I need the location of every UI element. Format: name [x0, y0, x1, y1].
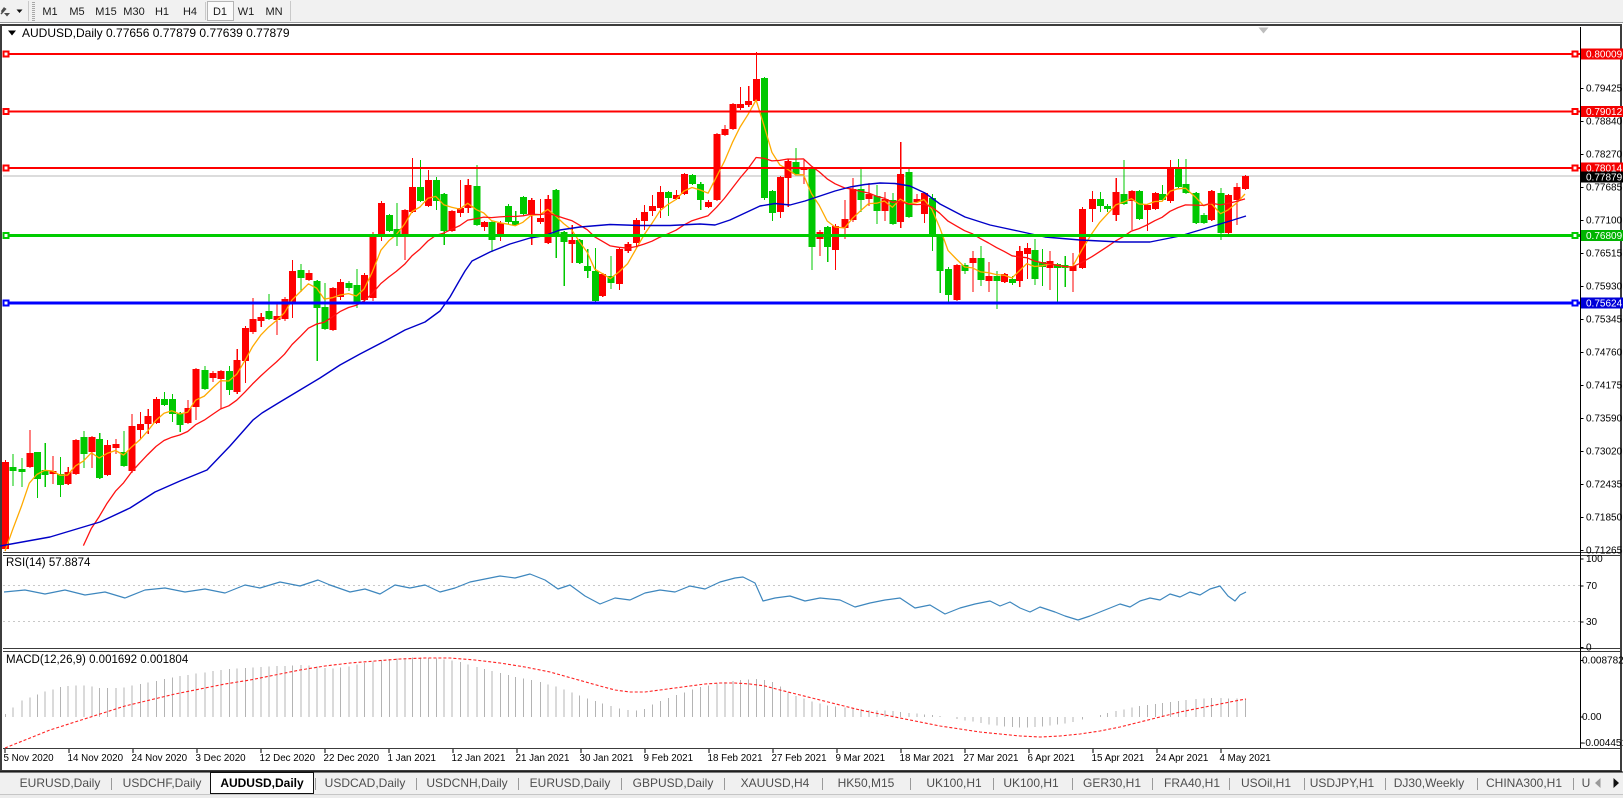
svg-text:D1: D1 [213, 6, 227, 18]
svg-text:0.75624: 0.75624 [1586, 299, 1623, 310]
svg-text:0.78014: 0.78014 [1586, 164, 1623, 175]
svg-text:USDCNH,Daily: USDCNH,Daily [426, 776, 507, 790]
svg-text:GER30,H1: GER30,H1 [1083, 776, 1141, 790]
svg-text:M1: M1 [42, 6, 57, 18]
svg-text:24 Nov 2020: 24 Nov 2020 [132, 753, 188, 764]
svg-text:AUDUSD,Daily: AUDUSD,Daily [220, 776, 304, 790]
svg-text:USDJPY,H1: USDJPY,H1 [1310, 776, 1375, 790]
svg-text:4 May 2021: 4 May 2021 [1220, 753, 1271, 764]
svg-text:EURUSD,Daily: EURUSD,Daily [530, 776, 611, 790]
svg-text:M30: M30 [123, 6, 144, 18]
svg-text:21 Jan 2021: 21 Jan 2021 [516, 753, 570, 764]
svg-text:27 Feb 2021: 27 Feb 2021 [772, 753, 827, 764]
svg-text:-0.004451: -0.004451 [1582, 738, 1623, 749]
svg-text:MACD(12,26,9) 0.001692 0.00180: MACD(12,26,9) 0.001692 0.001804 [6, 654, 189, 666]
svg-text:0.77685: 0.77685 [1586, 183, 1623, 194]
svg-text:M15: M15 [95, 6, 116, 18]
svg-text:14 Nov 2020: 14 Nov 2020 [68, 753, 124, 764]
svg-text:RSI(14) 57.8874: RSI(14) 57.8874 [6, 557, 91, 569]
svg-text:H1: H1 [155, 6, 169, 18]
svg-text:0.71850: 0.71850 [1586, 513, 1623, 524]
svg-text:0.79012: 0.79012 [1586, 107, 1623, 118]
svg-text:0: 0 [1586, 643, 1592, 654]
svg-text:HK50,M15: HK50,M15 [838, 776, 895, 790]
svg-text:9 Mar 2021: 9 Mar 2021 [836, 753, 886, 764]
svg-text:22 Dec 2020: 22 Dec 2020 [324, 753, 380, 764]
svg-text:0.78840: 0.78840 [1586, 117, 1623, 128]
svg-text:24 Apr 2021: 24 Apr 2021 [1156, 753, 1209, 764]
svg-text:XAUUSD,H4: XAUUSD,H4 [741, 776, 810, 790]
svg-text:DJ30,Weekly: DJ30,Weekly [1394, 776, 1464, 790]
svg-text:UK100,H1: UK100,H1 [1003, 776, 1059, 790]
svg-text:0.75345: 0.75345 [1586, 315, 1623, 326]
svg-text:W1: W1 [238, 6, 255, 18]
svg-text:70: 70 [1586, 581, 1598, 592]
svg-text:15 Apr 2021: 15 Apr 2021 [1092, 753, 1145, 764]
svg-text:5 Nov 2020: 5 Nov 2020 [4, 753, 55, 764]
svg-text:U: U [1582, 776, 1591, 790]
svg-text:0.71265: 0.71265 [1586, 546, 1623, 557]
svg-text:USDCAD,Daily: USDCAD,Daily [325, 776, 406, 790]
svg-text:AUDUSD,Daily 0.77656 0.77879: AUDUSD,Daily 0.77656 0.77879 0.77639 0.7… [22, 26, 290, 40]
svg-text:9 Feb 2021: 9 Feb 2021 [644, 753, 694, 764]
svg-text:0.74760: 0.74760 [1586, 348, 1623, 359]
svg-text:MN: MN [265, 6, 282, 18]
svg-text:USDCHF,Daily: USDCHF,Daily [123, 776, 202, 790]
svg-text:30 Jan 2021: 30 Jan 2021 [580, 753, 634, 764]
svg-text:18 Feb 2021: 18 Feb 2021 [708, 753, 763, 764]
svg-text:0.76515: 0.76515 [1586, 249, 1623, 260]
svg-text:12 Dec 2020: 12 Dec 2020 [260, 753, 316, 764]
svg-text:0.78270: 0.78270 [1586, 150, 1623, 161]
svg-text:0.73020: 0.73020 [1586, 447, 1623, 458]
svg-text:27 Mar 2021: 27 Mar 2021 [964, 753, 1019, 764]
svg-text:FRA40,H1: FRA40,H1 [1164, 776, 1220, 790]
svg-text:H4: H4 [183, 6, 197, 18]
svg-text:CHINA300,H1: CHINA300,H1 [1486, 776, 1562, 790]
svg-text:0.80009: 0.80009 [1586, 50, 1623, 61]
svg-text:0.76809: 0.76809 [1586, 231, 1623, 242]
svg-text:0.74175: 0.74175 [1586, 381, 1623, 392]
svg-text:18 Mar 2021: 18 Mar 2021 [900, 753, 955, 764]
svg-text:12 Jan 2021: 12 Jan 2021 [452, 753, 506, 764]
svg-text:0.72435: 0.72435 [1586, 480, 1623, 491]
svg-text:0.77100: 0.77100 [1586, 216, 1623, 227]
svg-text:0.00: 0.00 [1582, 712, 1602, 723]
svg-text:100: 100 [1586, 554, 1603, 565]
svg-text:0.79425: 0.79425 [1586, 84, 1623, 95]
svg-text:M5: M5 [69, 6, 84, 18]
svg-text:1 Jan 2021: 1 Jan 2021 [388, 753, 436, 764]
svg-text:0.73590: 0.73590 [1586, 414, 1623, 425]
svg-text:USOil,H1: USOil,H1 [1241, 776, 1291, 790]
svg-text:0.77879: 0.77879 [1586, 173, 1623, 184]
svg-text:0.75930: 0.75930 [1586, 282, 1623, 293]
svg-text:UK100,H1: UK100,H1 [926, 776, 982, 790]
svg-text:0.008782: 0.008782 [1582, 656, 1623, 667]
svg-text:6 Apr 2021: 6 Apr 2021 [1028, 753, 1075, 764]
svg-text:3 Dec 2020: 3 Dec 2020 [196, 753, 247, 764]
svg-text:EURUSD,Daily: EURUSD,Daily [20, 776, 101, 790]
svg-text:30: 30 [1586, 617, 1598, 628]
svg-text:GBPUSD,Daily: GBPUSD,Daily [633, 776, 714, 790]
